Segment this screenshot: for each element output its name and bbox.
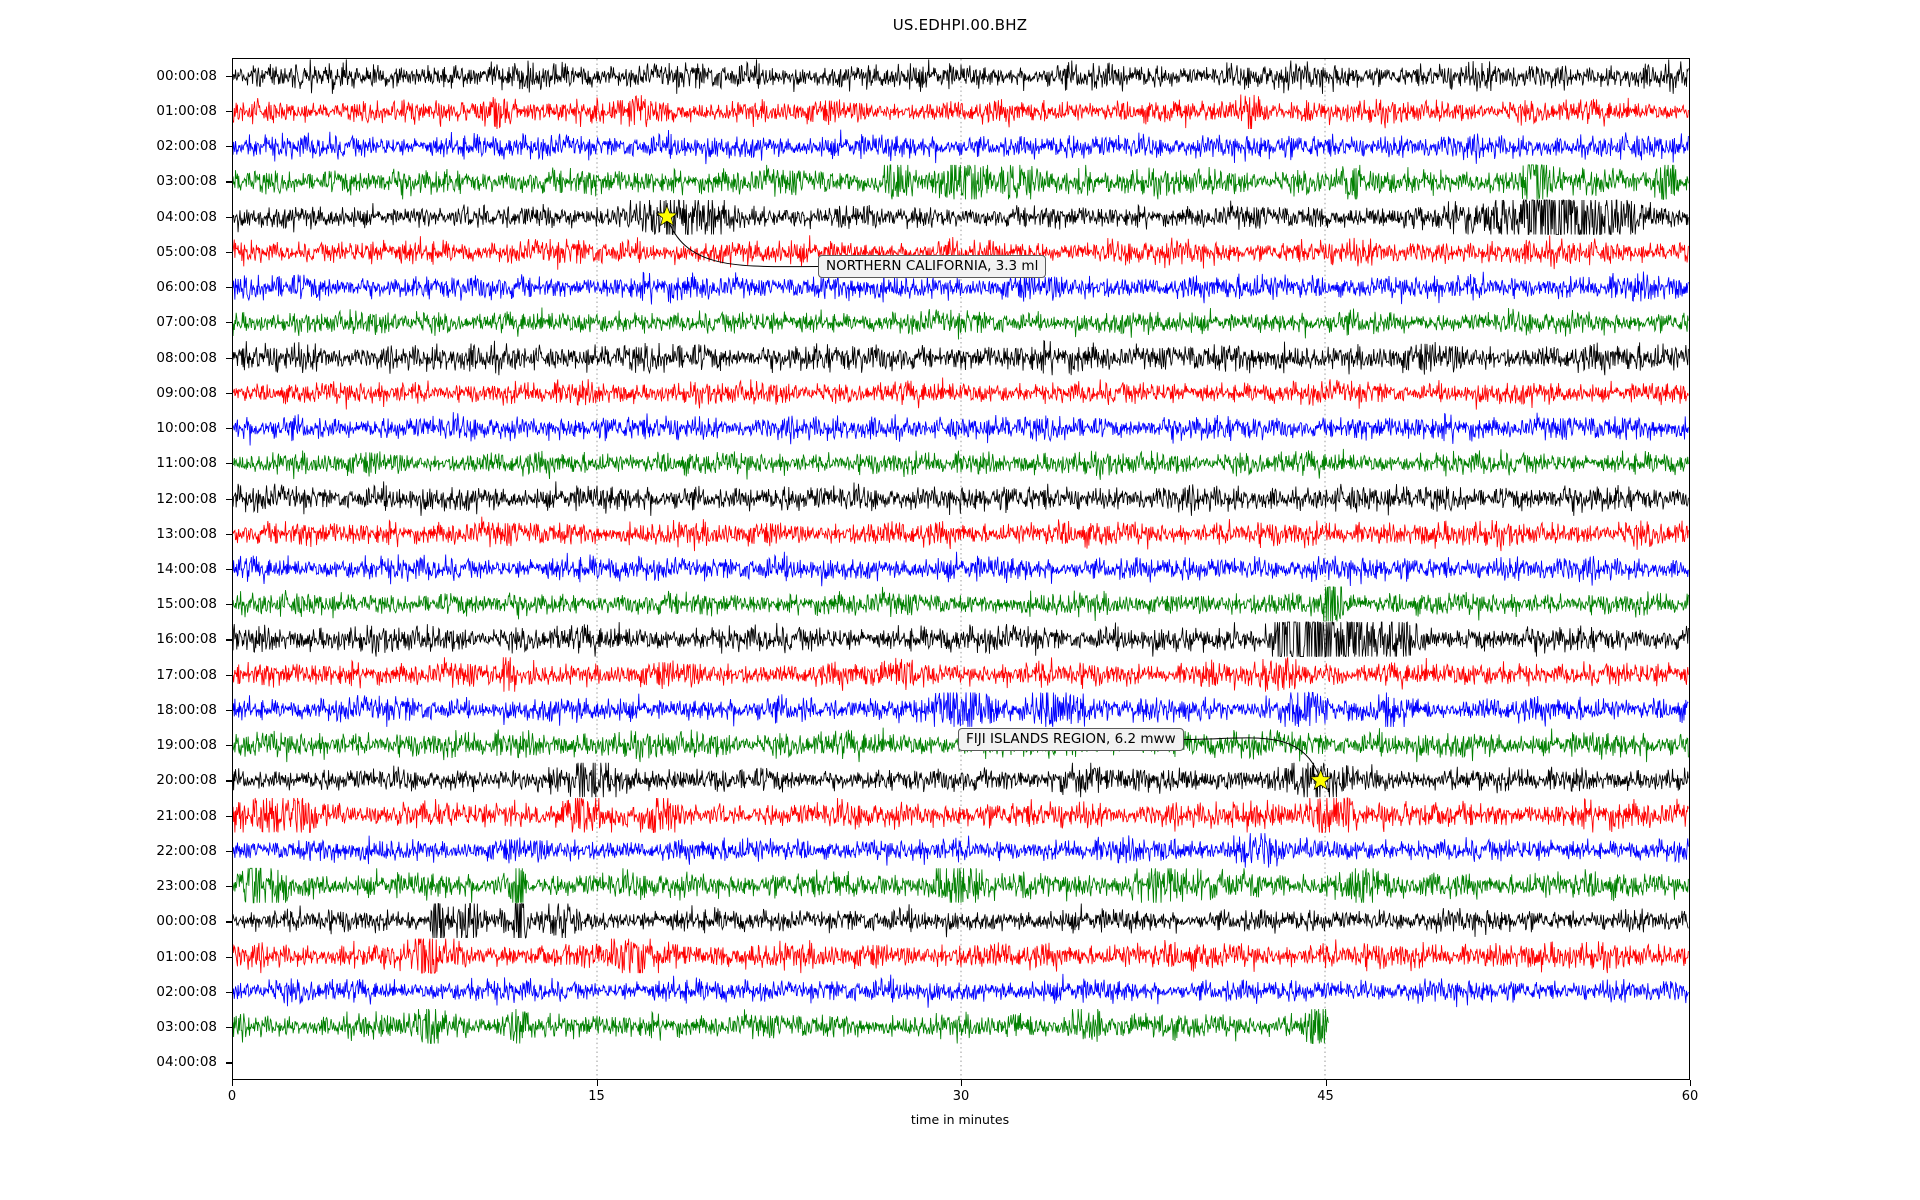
- trace-row: [233, 271, 1689, 305]
- y-axis-tick-mark: [226, 392, 232, 394]
- y-axis-tick-label: 01:00:08: [156, 102, 217, 119]
- x-axis-tick-mark: [1325, 1080, 1327, 1086]
- x-axis-tick-mark: [232, 1080, 234, 1086]
- x-axis-tick-label: 0: [227, 1089, 237, 1104]
- trace-row: [233, 938, 1689, 974]
- seismogram-traces: [233, 59, 1689, 1079]
- y-axis-tick-mark: [226, 110, 232, 113]
- trace-row: [233, 551, 1689, 587]
- y-axis-tick-mark: [226, 780, 232, 782]
- trace-row: [233, 129, 1689, 165]
- y-axis-tick-mark: [226, 921, 232, 923]
- y-axis-tick-label: 23:00:08: [156, 878, 217, 895]
- y-axis-tick-mark: [226, 322, 232, 324]
- y-axis-tick-label: 22:00:08: [156, 842, 217, 859]
- x-axis-tick-mark: [596, 1080, 598, 1086]
- y-axis-tick-label: 04:00:08: [156, 208, 217, 225]
- trace-row: [233, 867, 1689, 904]
- y-axis-tick-mark: [226, 533, 232, 535]
- trace-row: [233, 586, 1689, 622]
- y-axis-tick-label: 10:00:08: [156, 420, 217, 437]
- y-axis-tick-mark: [226, 709, 232, 712]
- y-axis-tick-label: 15:00:08: [156, 596, 217, 613]
- trace-row: [233, 657, 1689, 692]
- y-axis-tick-mark: [226, 956, 232, 958]
- y-axis-tick-mark: [226, 674, 232, 676]
- trace-row: [233, 973, 1689, 1008]
- y-axis-tick-mark: [226, 991, 232, 994]
- y-axis-tick-label: 21:00:08: [156, 807, 217, 824]
- trace-row: [233, 94, 1689, 130]
- y-axis-tick-label: 02:00:08: [156, 983, 217, 1000]
- y-axis-tick-label: 03:00:08: [156, 173, 217, 190]
- y-axis-tick-label: 07:00:08: [156, 314, 217, 331]
- y-axis-tick-label: 05:00:08: [156, 243, 217, 260]
- y-axis-tick-label: 04:00:08: [156, 1054, 217, 1071]
- x-axis-tick-mark: [961, 1080, 963, 1086]
- y-axis-tick-mark: [226, 569, 232, 571]
- trace-row: [233, 339, 1689, 376]
- trace-row: [233, 902, 1689, 939]
- y-axis-tick-label: 02:00:08: [156, 138, 217, 155]
- y-axis-tick-mark: [226, 639, 232, 641]
- y-axis-tick-label: 13:00:08: [156, 525, 217, 542]
- y-axis-tick-mark: [226, 886, 232, 888]
- trace-row: [233, 1008, 1330, 1044]
- y-axis-tick-label: 16:00:08: [156, 631, 217, 648]
- y-axis-tick-label: 01:00:08: [156, 948, 217, 965]
- trace-row: [233, 481, 1689, 516]
- trace-row: [233, 448, 1689, 480]
- y-axis-tick-mark: [226, 251, 232, 253]
- x-axis-tick-label: 15: [588, 1089, 605, 1104]
- y-axis-tick-mark: [226, 287, 232, 289]
- y-axis-tick-label: 12:00:08: [156, 490, 217, 507]
- trace-row: [233, 198, 1689, 235]
- trace-row: [233, 691, 1689, 727]
- trace-row: [233, 516, 1689, 552]
- y-axis-tick-mark: [226, 75, 232, 77]
- y-axis-tick-mark: [226, 357, 232, 359]
- y-axis-tick-label: 03:00:08: [156, 1019, 217, 1036]
- y-axis-tick-label: 00:00:08: [156, 913, 217, 930]
- y-axis-tick-label: 00:00:08: [156, 67, 217, 84]
- trace-row: [233, 620, 1689, 658]
- trace-row: [233, 762, 1689, 798]
- y-axis-tick-label: 19:00:08: [156, 737, 217, 754]
- y-axis-tick-label: 17:00:08: [156, 666, 217, 683]
- y-axis-tick-mark: [226, 1062, 232, 1064]
- y-axis-tick-mark: [226, 498, 232, 500]
- trace-row: [233, 797, 1689, 833]
- x-axis-tick-mark: [1690, 1080, 1692, 1086]
- y-axis-tick-label: 08:00:08: [156, 349, 217, 366]
- y-axis-tick-mark: [226, 815, 232, 817]
- y-axis-tick-mark: [226, 146, 232, 148]
- y-axis-tick-mark: [226, 604, 232, 606]
- x-axis-label: time in minutes: [910, 1112, 1010, 1127]
- y-axis-tick-mark: [226, 1027, 232, 1029]
- page-title: US.EDHPI.00.BHZ: [892, 16, 1028, 34]
- x-axis-tick-label: 45: [1317, 1089, 1334, 1104]
- y-axis-tick-mark: [226, 216, 232, 218]
- y-axis-tick-mark: [226, 850, 232, 853]
- y-axis-tick-mark: [226, 181, 232, 183]
- y-axis-tick-label: 14:00:08: [156, 561, 217, 577]
- x-axis-tick-label: 60: [1681, 1089, 1699, 1104]
- trace-row: [233, 59, 1689, 94]
- trace-row: [233, 307, 1689, 340]
- plot-area: [232, 58, 1690, 1080]
- y-axis-tick-label: 11:00:08: [156, 455, 217, 472]
- y-axis-tick-label: 20:00:08: [156, 772, 217, 789]
- trace-row: [233, 377, 1689, 410]
- trace-row: [233, 164, 1689, 200]
- y-axis-tick-mark: [226, 428, 232, 430]
- y-axis-tick-mark: [226, 745, 232, 747]
- x-axis-tick-label: 30: [952, 1089, 970, 1104]
- trace-row: [233, 833, 1689, 868]
- y-axis-tick-label: 09:00:08: [156, 384, 217, 401]
- y-axis-tick-label: 06:00:08: [156, 279, 217, 296]
- trace-row: [233, 412, 1689, 446]
- y-axis-tick-mark: [226, 463, 232, 465]
- y-axis-tick-label: 18:00:08: [156, 701, 217, 718]
